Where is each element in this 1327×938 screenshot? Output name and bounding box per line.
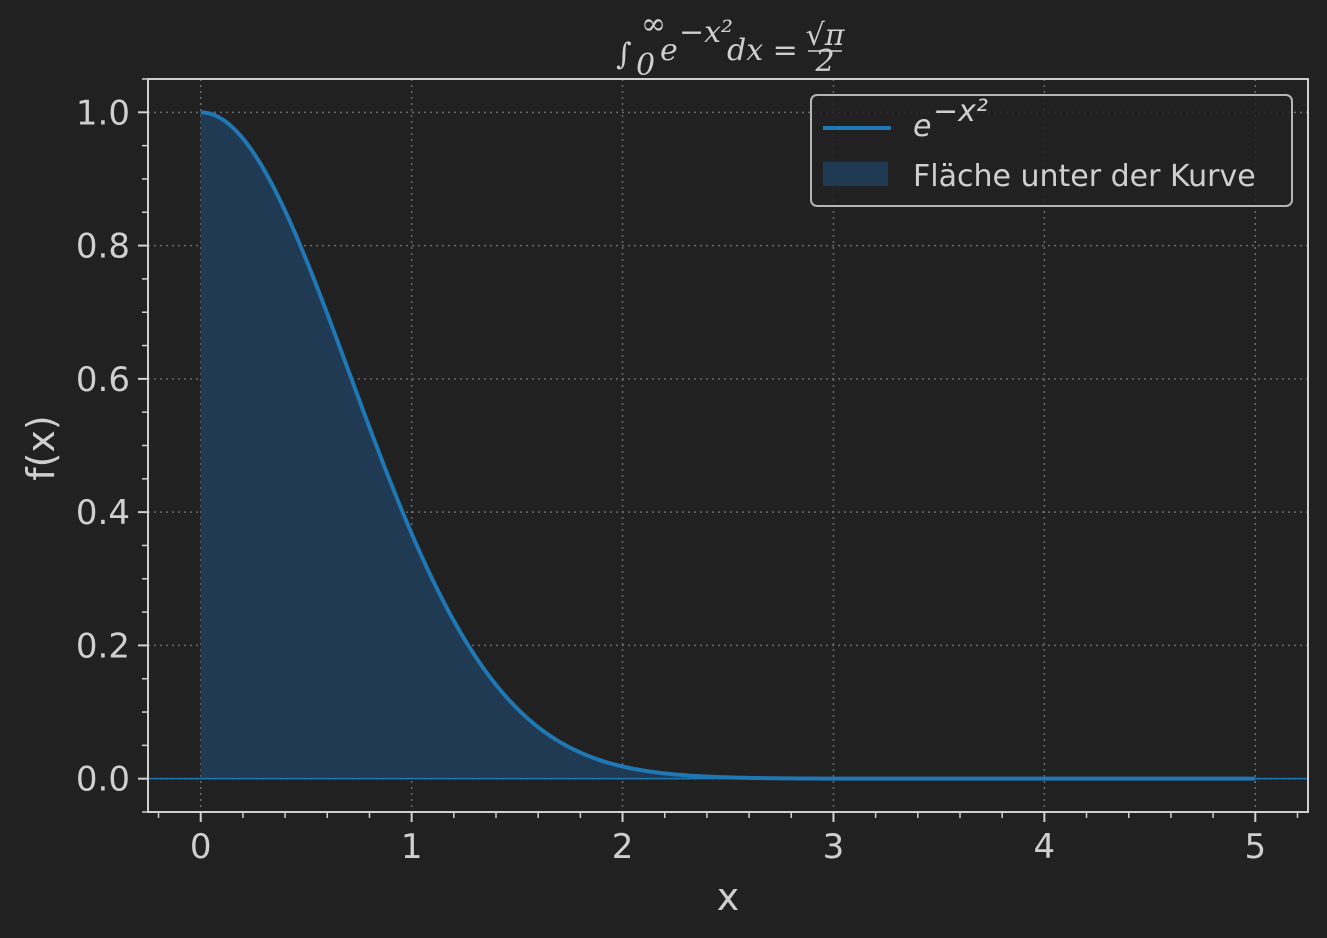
y-tick-label-3: 0.6	[76, 360, 130, 400]
legend-line-base: e	[913, 109, 931, 144]
x-tick-label-5: 5	[1244, 827, 1266, 867]
y-axis-label: f(x)	[19, 415, 63, 481]
title-numerator: √π	[806, 18, 846, 53]
y-tick-label-2: 0.4	[76, 493, 130, 533]
legend-area-label: Fläche unter der Kurve	[913, 159, 1256, 194]
x-tick-label-4: 4	[1034, 827, 1056, 867]
x-axis-ticks: 0 1 2 3 4 5	[157, 812, 1299, 867]
title-lower-limit: 0	[636, 48, 655, 83]
x-tick-label-0: 0	[190, 827, 212, 867]
title-differential: dx =	[727, 33, 798, 68]
title-base: e	[660, 33, 678, 68]
legend-area-swatch	[823, 162, 888, 186]
x-tick-label-2: 2	[612, 827, 634, 867]
chart-title: ∫ ∞ 0 e −x² dx = √π 2	[616, 7, 846, 83]
x-tick-label-1: 1	[401, 827, 423, 867]
y-tick-label-5: 1.0	[76, 93, 130, 133]
x-axis-label: x	[717, 875, 740, 919]
title-denominator: 2	[814, 44, 834, 79]
legend-box	[810, 94, 1293, 207]
legend-line-exponent: −x²	[933, 94, 988, 129]
gaussian-curve	[200, 110, 1256, 781]
x-tick-label-3: 3	[823, 827, 845, 867]
legend: e −x² Fläche unter der Kurve	[810, 94, 1293, 207]
title-integral-sign: ∫	[616, 37, 632, 72]
title-upper-limit: ∞	[641, 7, 666, 42]
y-tick-label-0: 0.0	[76, 760, 130, 800]
area-under-curve	[200, 112, 1256, 779]
y-axis-ticks: 0.0 0.2 0.4 0.6 0.8 1.0	[76, 78, 148, 813]
y-tick-label-4: 0.8	[76, 227, 130, 267]
title-exponent: −x²	[679, 15, 733, 50]
y-tick-label-1: 0.2	[76, 626, 130, 666]
